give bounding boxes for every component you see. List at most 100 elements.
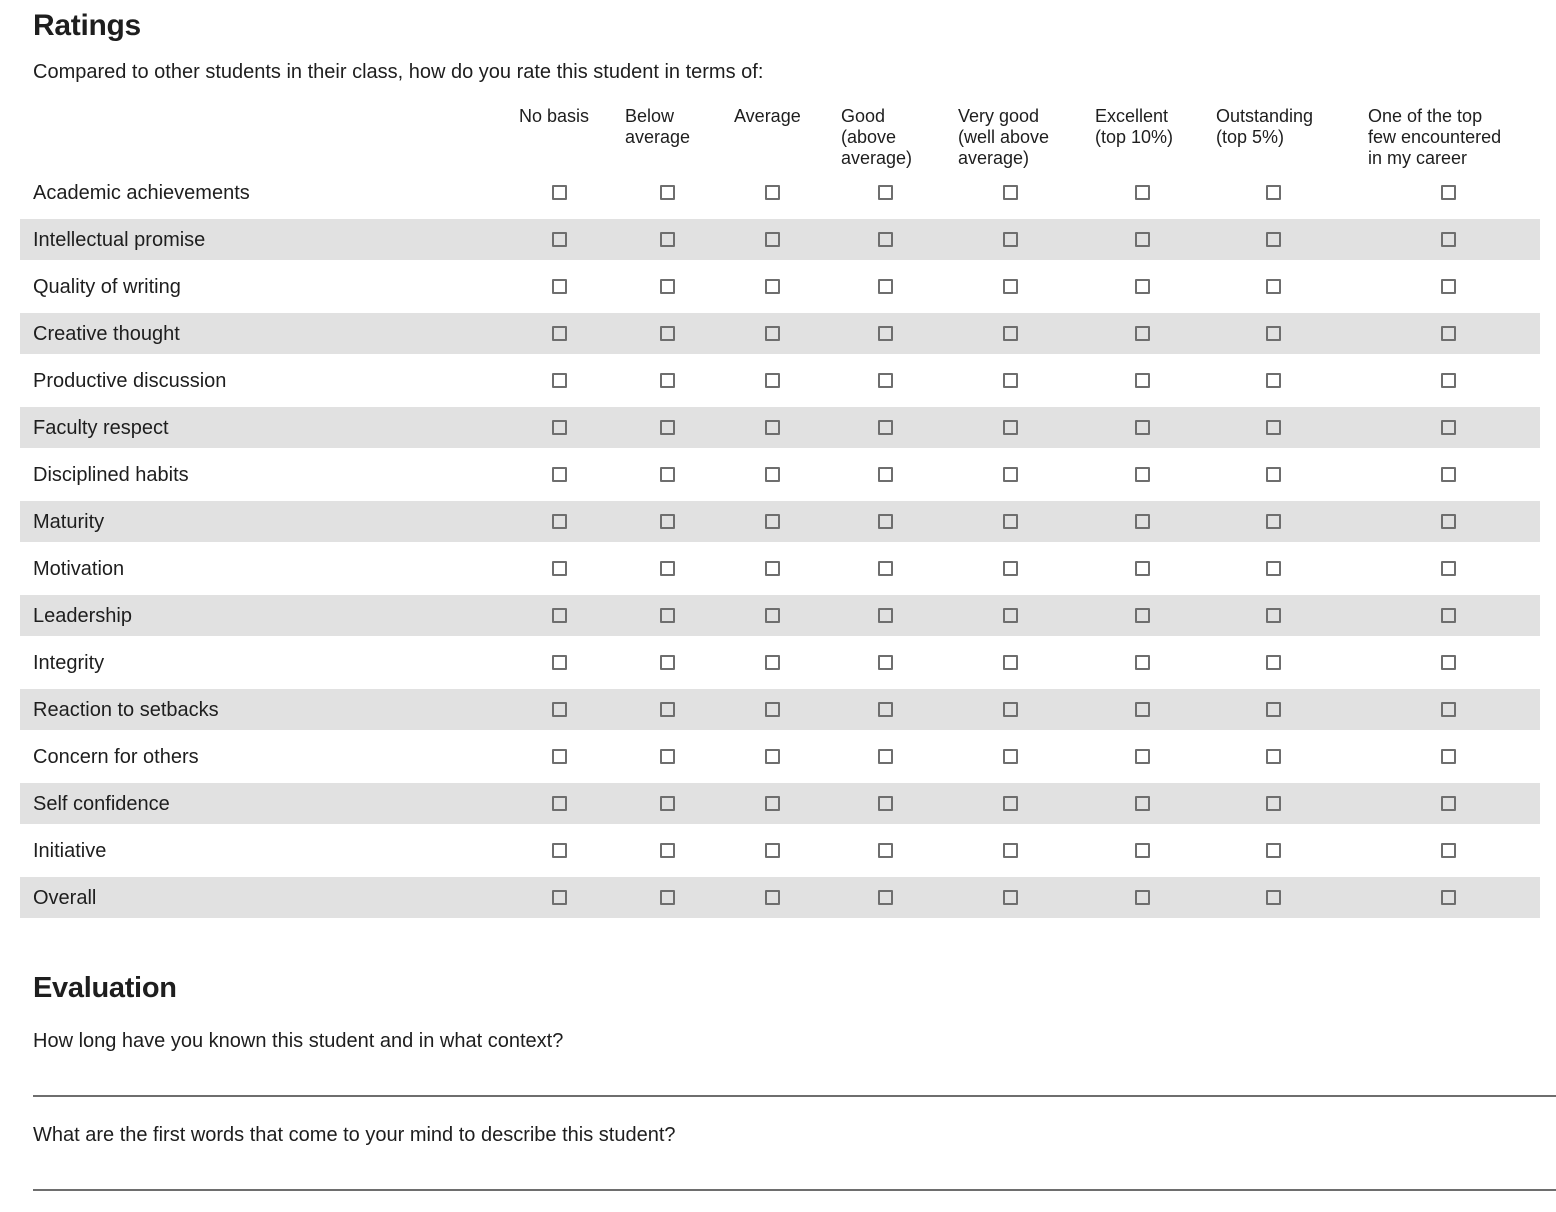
rating-checkbox[interactable] — [1002, 890, 1018, 905]
rating-checkbox[interactable] — [1440, 420, 1456, 435]
rating-checkbox[interactable] — [878, 561, 893, 576]
rating-checkbox[interactable] — [878, 185, 893, 200]
rating-checkbox[interactable] — [878, 608, 893, 623]
rating-checkbox[interactable] — [551, 232, 567, 247]
rating-checkbox[interactable] — [1135, 373, 1150, 388]
rating-checkbox[interactable] — [551, 326, 567, 341]
rating-checkbox[interactable] — [878, 420, 893, 435]
evaluation-answer-input-1[interactable] — [33, 1095, 1556, 1097]
rating-checkbox[interactable] — [878, 373, 893, 388]
rating-checkbox[interactable] — [1440, 373, 1456, 388]
rating-checkbox[interactable] — [551, 561, 567, 576]
rating-checkbox[interactable] — [1135, 420, 1150, 435]
rating-checkbox[interactable] — [659, 561, 675, 576]
rating-checkbox[interactable] — [1440, 467, 1456, 482]
rating-checkbox[interactable] — [1265, 749, 1281, 764]
rating-checkbox[interactable] — [1135, 232, 1150, 247]
rating-checkbox[interactable] — [659, 843, 675, 858]
rating-checkbox[interactable] — [659, 373, 675, 388]
rating-checkbox[interactable] — [551, 655, 567, 670]
rating-checkbox[interactable] — [878, 796, 893, 811]
rating-checkbox[interactable] — [1002, 702, 1018, 717]
rating-checkbox[interactable] — [659, 890, 675, 905]
rating-checkbox[interactable] — [659, 467, 675, 482]
rating-checkbox[interactable] — [1002, 326, 1018, 341]
rating-checkbox[interactable] — [878, 514, 893, 529]
rating-checkbox[interactable] — [1440, 796, 1456, 811]
rating-checkbox[interactable] — [764, 232, 780, 247]
rating-checkbox[interactable] — [764, 702, 780, 717]
rating-checkbox[interactable] — [1002, 232, 1018, 247]
rating-checkbox[interactable] — [764, 420, 780, 435]
rating-checkbox[interactable] — [1265, 185, 1281, 200]
rating-checkbox[interactable] — [551, 890, 567, 905]
rating-checkbox[interactable] — [878, 655, 893, 670]
rating-checkbox[interactable] — [659, 279, 675, 294]
rating-checkbox[interactable] — [1265, 702, 1281, 717]
rating-checkbox[interactable] — [1135, 608, 1150, 623]
rating-checkbox[interactable] — [551, 420, 567, 435]
rating-checkbox[interactable] — [1002, 185, 1018, 200]
rating-checkbox[interactable] — [1440, 702, 1456, 717]
rating-checkbox[interactable] — [878, 749, 893, 764]
rating-checkbox[interactable] — [1135, 279, 1150, 294]
rating-checkbox[interactable] — [764, 796, 780, 811]
evaluation-answer-input-2[interactable] — [33, 1189, 1556, 1191]
rating-checkbox[interactable] — [1002, 373, 1018, 388]
rating-checkbox[interactable] — [551, 749, 567, 764]
rating-checkbox[interactable] — [1135, 796, 1150, 811]
rating-checkbox[interactable] — [1135, 843, 1150, 858]
rating-checkbox[interactable] — [878, 326, 893, 341]
rating-checkbox[interactable] — [764, 561, 780, 576]
rating-checkbox[interactable] — [878, 843, 893, 858]
rating-checkbox[interactable] — [1002, 514, 1018, 529]
rating-checkbox[interactable] — [1265, 655, 1281, 670]
rating-checkbox[interactable] — [1265, 561, 1281, 576]
rating-checkbox[interactable] — [1265, 420, 1281, 435]
rating-checkbox[interactable] — [1265, 373, 1281, 388]
rating-checkbox[interactable] — [659, 608, 675, 623]
rating-checkbox[interactable] — [1002, 467, 1018, 482]
rating-checkbox[interactable] — [764, 843, 780, 858]
rating-checkbox[interactable] — [551, 185, 567, 200]
rating-checkbox[interactable] — [551, 373, 567, 388]
rating-checkbox[interactable] — [764, 608, 780, 623]
rating-checkbox[interactable] — [764, 185, 780, 200]
rating-checkbox[interactable] — [1440, 561, 1456, 576]
rating-checkbox[interactable] — [1440, 749, 1456, 764]
rating-checkbox[interactable] — [764, 467, 780, 482]
rating-checkbox[interactable] — [659, 702, 675, 717]
rating-checkbox[interactable] — [1002, 420, 1018, 435]
rating-checkbox[interactable] — [764, 514, 780, 529]
rating-checkbox[interactable] — [878, 232, 893, 247]
rating-checkbox[interactable] — [1002, 561, 1018, 576]
rating-checkbox[interactable] — [1002, 843, 1018, 858]
rating-checkbox[interactable] — [764, 655, 780, 670]
rating-checkbox[interactable] — [1265, 843, 1281, 858]
rating-checkbox[interactable] — [551, 467, 567, 482]
rating-checkbox[interactable] — [1440, 890, 1456, 905]
rating-checkbox[interactable] — [1002, 796, 1018, 811]
rating-checkbox[interactable] — [659, 232, 675, 247]
rating-checkbox[interactable] — [551, 279, 567, 294]
rating-checkbox[interactable] — [1440, 279, 1456, 294]
rating-checkbox[interactable] — [1440, 232, 1456, 247]
rating-checkbox[interactable] — [1265, 232, 1281, 247]
rating-checkbox[interactable] — [1135, 185, 1150, 200]
rating-checkbox[interactable] — [1440, 514, 1456, 529]
rating-checkbox[interactable] — [764, 279, 780, 294]
rating-checkbox[interactable] — [878, 890, 893, 905]
rating-checkbox[interactable] — [1135, 514, 1150, 529]
rating-checkbox[interactable] — [764, 890, 780, 905]
rating-checkbox[interactable] — [659, 326, 675, 341]
rating-checkbox[interactable] — [551, 608, 567, 623]
rating-checkbox[interactable] — [1265, 890, 1281, 905]
rating-checkbox[interactable] — [659, 749, 675, 764]
rating-checkbox[interactable] — [551, 843, 567, 858]
rating-checkbox[interactable] — [1265, 279, 1281, 294]
rating-checkbox[interactable] — [659, 420, 675, 435]
rating-checkbox[interactable] — [1002, 749, 1018, 764]
rating-checkbox[interactable] — [764, 326, 780, 341]
rating-checkbox[interactable] — [551, 796, 567, 811]
rating-checkbox[interactable] — [1265, 796, 1281, 811]
